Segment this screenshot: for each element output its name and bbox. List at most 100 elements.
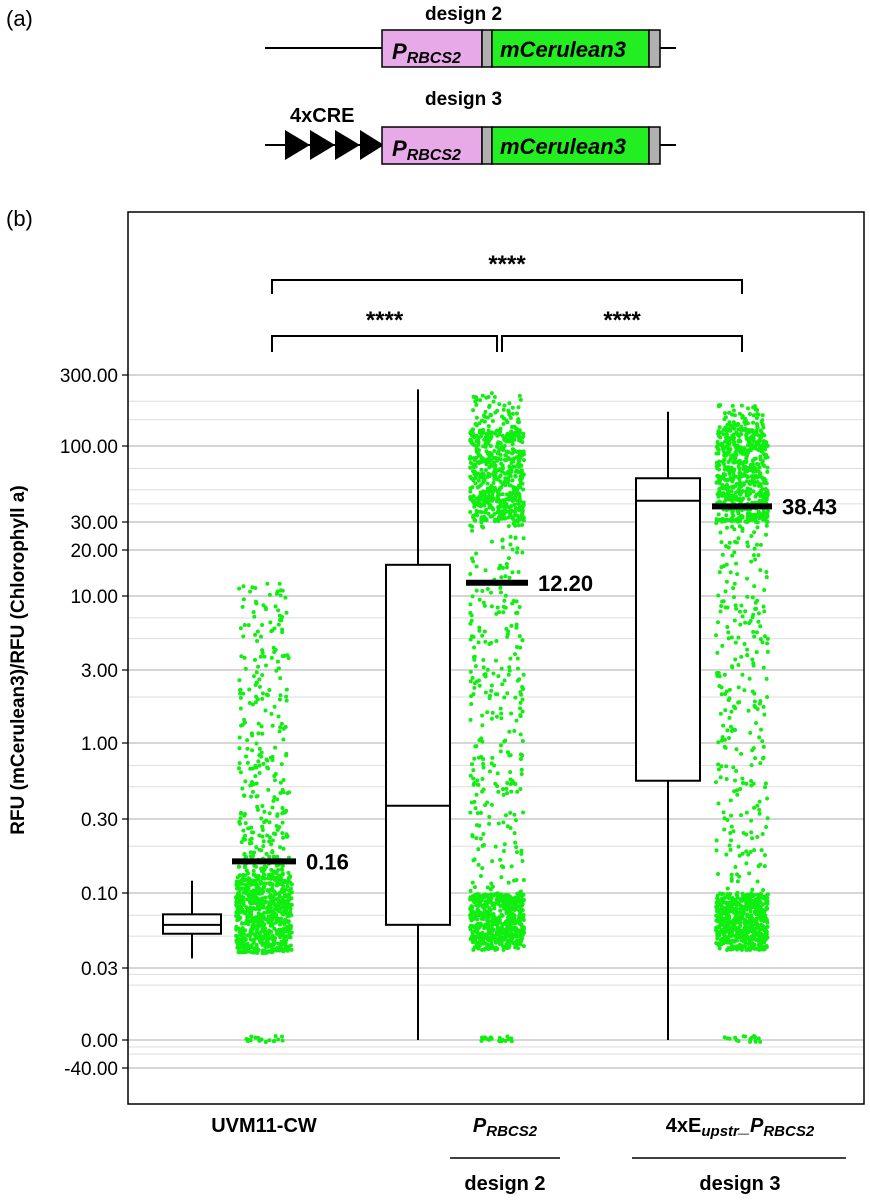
group-1-point — [514, 599, 519, 604]
group-2-point — [734, 1038, 739, 1043]
group-1-point — [477, 597, 482, 602]
group-1-point — [489, 688, 494, 693]
group-2-point — [750, 458, 755, 463]
group-2-point — [758, 862, 763, 867]
group-0-point — [243, 666, 248, 671]
group-1-point — [496, 821, 501, 826]
group-0-point — [244, 891, 249, 896]
group-0-point — [283, 595, 288, 600]
group-1-point — [478, 398, 483, 403]
group-1-point — [510, 570, 515, 575]
group-1-point — [513, 523, 518, 528]
group-0-point — [238, 879, 243, 884]
group-1-point — [469, 896, 474, 901]
group-1-point — [512, 512, 517, 517]
group-0-point — [242, 717, 247, 722]
group-1-point — [492, 448, 497, 453]
group-0-point — [240, 945, 245, 950]
group-1-point — [497, 402, 502, 407]
group-2-point — [719, 485, 724, 490]
group-0-point — [243, 887, 248, 892]
group-0-point — [253, 932, 258, 937]
group-2-point — [724, 776, 729, 781]
group-2-point — [722, 486, 727, 491]
group-2-point — [740, 461, 745, 466]
group-0-point — [247, 701, 252, 706]
group-2-point — [728, 847, 733, 852]
group-0-point — [260, 804, 265, 809]
group-1-point — [499, 666, 504, 671]
group-0-point — [280, 654, 285, 659]
group-0-point — [248, 937, 253, 942]
significance-label: **** — [488, 251, 526, 278]
group-0-point — [256, 911, 261, 916]
group-1-point — [498, 903, 503, 908]
group-1-point — [508, 415, 513, 420]
group-0-point — [257, 847, 262, 852]
group-1-point — [489, 912, 494, 917]
group-2-point — [760, 739, 765, 744]
group-1-point — [520, 697, 525, 702]
group-1-point — [504, 910, 509, 915]
group-1-point — [475, 907, 480, 912]
group-1-point — [478, 921, 483, 926]
group-1-point — [504, 894, 509, 899]
group-2-point — [732, 550, 737, 555]
group-1-point — [491, 671, 496, 676]
group-0-point — [256, 731, 261, 736]
group-1-point — [473, 806, 478, 811]
group-2-point — [754, 720, 759, 725]
group-1-point — [504, 565, 509, 570]
group-1-point — [479, 467, 484, 472]
group-2-point — [746, 926, 751, 931]
group-0-point — [248, 850, 253, 855]
group-0-point — [234, 914, 239, 919]
group-2-point — [753, 480, 758, 485]
group-0-point — [243, 928, 248, 933]
group-0-point — [287, 927, 292, 932]
group-2-point — [735, 890, 740, 895]
group-1-point — [497, 919, 502, 924]
group-0-point — [276, 714, 281, 719]
group-2-point — [752, 584, 757, 589]
group-1-point — [517, 604, 522, 609]
group-2-point — [751, 489, 756, 494]
group-2-point — [736, 700, 741, 705]
group-2-point — [734, 903, 739, 908]
group-2-point — [735, 947, 740, 952]
group-0-point — [274, 883, 279, 888]
group-1-point — [474, 893, 479, 898]
group-0-point — [277, 928, 282, 933]
group-1-point — [508, 534, 513, 539]
group-0-point — [268, 942, 273, 947]
group-0-point — [239, 654, 244, 659]
group-2-point — [719, 764, 724, 769]
group-1-point — [468, 437, 473, 442]
group-1-point — [499, 716, 504, 721]
group-2-point — [748, 468, 753, 473]
group-1-point — [480, 713, 485, 718]
group-1-point — [479, 517, 484, 522]
group-2-point — [714, 460, 719, 465]
group-1-point — [506, 556, 511, 561]
group-0-point — [251, 610, 256, 615]
group-1-point — [480, 866, 485, 871]
x-label-4xe-prbcs2: 4xEupstr_PRBCS2 — [666, 1115, 815, 1140]
group-1-point — [516, 470, 521, 475]
group-2-point — [733, 864, 738, 869]
group-2-point — [725, 605, 730, 610]
group-1-point — [484, 432, 489, 437]
group-2-point — [723, 708, 728, 713]
group-2-point — [740, 482, 745, 487]
group-2-point — [748, 906, 753, 911]
group-0-point — [273, 941, 278, 946]
group-0-point — [262, 872, 267, 877]
group-2-point — [714, 928, 719, 933]
group-1-point — [510, 411, 515, 416]
group-0-point — [257, 677, 262, 682]
group-0-point — [234, 897, 239, 902]
group-2-point — [720, 912, 725, 917]
significance-bracket — [271, 279, 743, 294]
group-1-point — [518, 645, 523, 650]
group-1-point — [487, 405, 492, 410]
